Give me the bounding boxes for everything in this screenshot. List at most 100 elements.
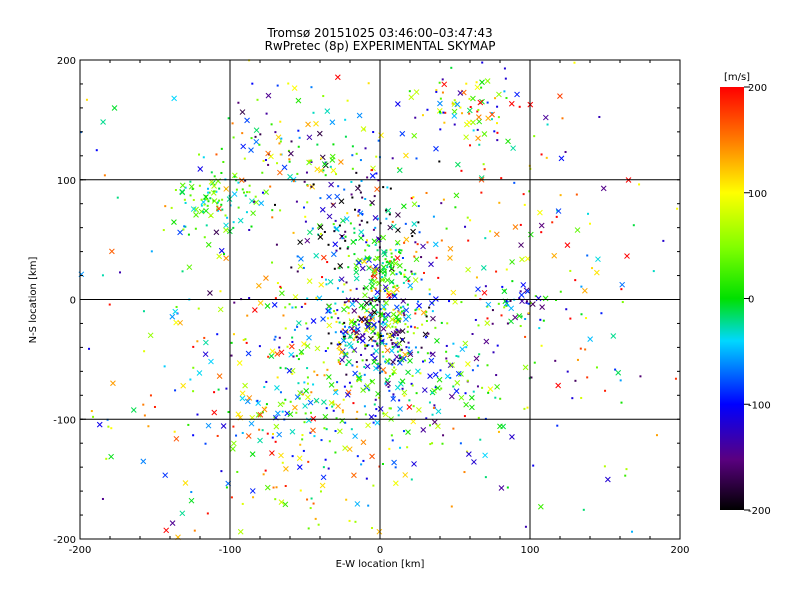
data-point [237, 101, 240, 104]
data-cross [240, 143, 247, 150]
data-point [241, 431, 244, 434]
data-cross [434, 385, 441, 391]
data-points [78, 59, 679, 541]
data-point [425, 320, 428, 323]
data-point [184, 201, 187, 204]
data-point [358, 209, 361, 212]
data-point [376, 344, 379, 347]
data-point [246, 191, 249, 194]
data-point [410, 197, 413, 200]
data-cross [351, 308, 358, 314]
data-point [398, 271, 401, 274]
data-cross [302, 403, 308, 409]
data-cross [397, 360, 403, 366]
data-point [575, 193, 578, 196]
data-point [354, 520, 357, 523]
data-point [256, 98, 259, 101]
data-point [370, 287, 373, 290]
data-cross [371, 321, 377, 328]
data-point [242, 191, 245, 194]
data-point [264, 469, 267, 472]
data-cross [403, 307, 410, 314]
data-point [272, 486, 275, 489]
data-point [527, 312, 530, 315]
data-point [331, 405, 334, 408]
data-point [183, 198, 186, 201]
data-point [302, 266, 305, 269]
data-point [492, 351, 495, 354]
data-cross [329, 119, 336, 126]
data-cross [430, 315, 436, 322]
data-point [638, 183, 641, 186]
data-cross [471, 459, 477, 465]
data-point [233, 175, 236, 178]
data-point [407, 352, 410, 355]
data-cross [390, 223, 397, 230]
data-point [326, 317, 329, 320]
data-point [471, 333, 474, 336]
data-cross [539, 304, 545, 310]
data-cross [351, 472, 357, 479]
data-point [365, 359, 368, 362]
data-point [366, 244, 369, 247]
data-point [101, 274, 104, 277]
data-point [381, 339, 384, 342]
data-point [441, 442, 444, 445]
data-cross [514, 91, 520, 98]
data-point [337, 361, 340, 364]
data-point [389, 265, 392, 268]
data-point [221, 208, 224, 211]
data-point [569, 269, 572, 272]
data-point [477, 324, 480, 327]
data-point [376, 311, 379, 314]
data-point [344, 421, 347, 424]
data-cross [509, 259, 515, 265]
data-point [400, 310, 403, 313]
data-cross [163, 527, 170, 534]
data-cross [253, 138, 260, 145]
data-cross [458, 394, 465, 401]
data-point [372, 327, 375, 330]
data-point [192, 390, 195, 393]
data-point [391, 346, 394, 349]
data-point [149, 394, 152, 397]
data-cross [169, 520, 176, 526]
data-point [433, 404, 436, 407]
data-point [411, 272, 414, 275]
data-point [382, 321, 385, 324]
data-cross [180, 382, 187, 389]
data-point [271, 436, 274, 439]
data-cross [459, 346, 466, 353]
data-point [375, 172, 378, 175]
data-point [370, 278, 373, 281]
data-cross [162, 472, 169, 479]
data-cross [211, 183, 217, 189]
data-point [380, 335, 383, 338]
data-point [274, 498, 277, 501]
data-point [198, 184, 201, 187]
data-point [322, 169, 325, 172]
data-point [205, 198, 208, 201]
data-point [349, 222, 352, 225]
data-point [335, 173, 338, 176]
data-cross [498, 485, 505, 491]
data-point [523, 203, 526, 206]
data-point [580, 313, 583, 316]
data-point [586, 254, 589, 257]
data-point [271, 216, 274, 219]
data-cross [269, 450, 275, 456]
data-cross [208, 212, 214, 219]
data-cross [100, 119, 106, 125]
data-cross [368, 414, 375, 420]
data-cross [395, 317, 401, 323]
data-point [202, 156, 205, 159]
data-cross [465, 361, 471, 367]
data-point [366, 176, 369, 179]
data-cross [172, 308, 179, 315]
data-point [545, 156, 548, 159]
data-cross [374, 419, 381, 426]
data-point [280, 137, 283, 140]
data-point [400, 249, 403, 252]
data-point [412, 332, 415, 335]
data-cross [389, 316, 396, 323]
